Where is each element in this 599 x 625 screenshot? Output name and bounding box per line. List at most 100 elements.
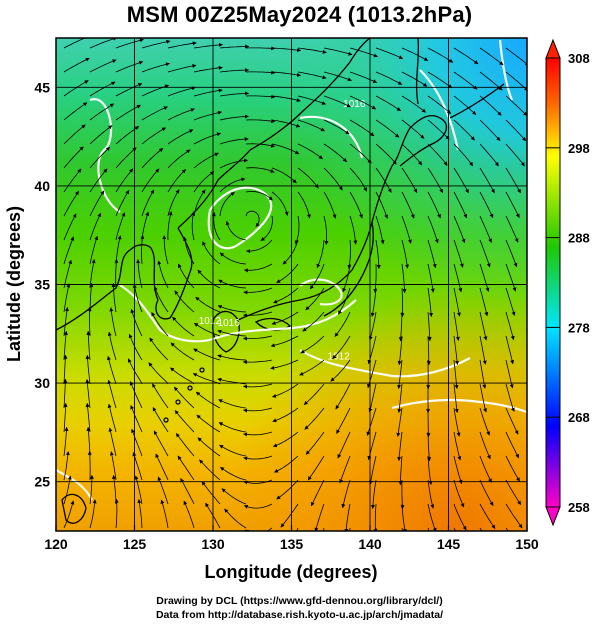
streamline	[479, 455, 492, 483]
streamline	[63, 38, 91, 49]
streamline	[397, 335, 403, 366]
streamline	[141, 189, 155, 217]
streamline	[106, 355, 117, 385]
streamline	[453, 263, 463, 293]
streamline	[453, 143, 474, 167]
streamline	[152, 383, 169, 409]
streamline	[342, 263, 351, 293]
streamline	[115, 38, 144, 49]
streamline	[323, 527, 325, 531]
streamline	[160, 499, 169, 529]
streamline	[505, 311, 515, 341]
credit-data-source: Data from http://database.rish.kyoto-u.a…	[155, 609, 444, 621]
streamline	[225, 220, 247, 241]
streamline	[401, 71, 428, 87]
streamline	[339, 455, 351, 484]
streamline	[224, 508, 247, 529]
streamline	[132, 283, 143, 313]
streamline	[344, 503, 351, 531]
streamline	[271, 167, 297, 184]
streamline	[505, 167, 521, 194]
streamline	[479, 479, 494, 506]
colorbar-tick-label: 288	[568, 231, 590, 246]
streamline	[373, 503, 378, 531]
streamline	[479, 503, 496, 529]
streamline	[114, 498, 119, 529]
streamline	[63, 146, 84, 169]
streamline	[167, 64, 197, 73]
streamline	[193, 152, 219, 169]
streamline	[375, 119, 400, 138]
streamline	[453, 215, 466, 244]
streamline	[368, 383, 377, 413]
streamline	[349, 143, 372, 164]
streamline	[141, 147, 164, 169]
streamline	[479, 191, 494, 219]
streamline	[401, 95, 427, 113]
streamline	[303, 383, 325, 406]
streamline	[89, 212, 101, 241]
credit-drawing: Drawing by DCL (https://www.gfd-dennou.o…	[156, 595, 443, 607]
streamline	[242, 359, 273, 365]
streamline	[193, 65, 223, 73]
streamline	[130, 405, 143, 433]
x-tick-label: 130	[201, 536, 225, 552]
streamline	[217, 329, 247, 337]
streamline	[89, 125, 113, 145]
streamline	[479, 335, 487, 365]
streamline	[128, 333, 143, 361]
streamline	[107, 403, 117, 433]
streamline	[219, 68, 250, 73]
streamline	[197, 269, 221, 289]
streamline	[453, 503, 467, 531]
streamline	[479, 431, 491, 460]
streamline	[245, 119, 276, 124]
streamline	[479, 215, 492, 243]
streamline	[316, 239, 325, 269]
streamline	[87, 306, 92, 337]
streamline	[453, 71, 478, 90]
streamline	[63, 500, 75, 529]
colorbar: 258 268 278 288 298 308	[545, 38, 590, 527]
streamline	[153, 430, 169, 457]
streamline	[375, 71, 403, 85]
streamline	[401, 503, 407, 531]
streamline	[396, 407, 403, 437]
streamline	[219, 177, 246, 193]
streamline	[479, 359, 487, 389]
streamline	[141, 62, 170, 73]
streamline	[196, 414, 221, 433]
streamline	[167, 41, 197, 49]
streamline	[193, 132, 221, 145]
y-tick-label: 35	[34, 277, 50, 293]
streamline	[129, 381, 143, 409]
streamline	[219, 137, 249, 145]
streamline	[479, 167, 495, 194]
streamline	[201, 481, 221, 505]
streamline	[427, 311, 432, 342]
streamline	[270, 335, 299, 348]
streamline	[479, 119, 501, 141]
streamline	[479, 311, 488, 341]
streamline	[191, 211, 196, 241]
streamline	[294, 215, 300, 245]
streamline	[401, 47, 429, 61]
isobar-label: 1016	[218, 318, 241, 329]
streamline	[300, 335, 325, 354]
streamline	[217, 305, 247, 313]
streamline	[276, 263, 299, 284]
colorbar-body	[545, 57, 561, 508]
colorbar-tick-label: 308	[568, 51, 590, 66]
streamline	[479, 143, 499, 167]
streamline	[107, 331, 117, 361]
streamline	[219, 158, 248, 169]
streamline	[63, 213, 77, 241]
streamline	[427, 239, 437, 269]
streamline	[151, 311, 169, 337]
streamline	[111, 282, 117, 313]
streamline	[199, 459, 221, 481]
streamline	[349, 71, 378, 84]
streamline	[167, 108, 195, 121]
streamline	[63, 402, 68, 433]
streamline	[63, 236, 75, 265]
